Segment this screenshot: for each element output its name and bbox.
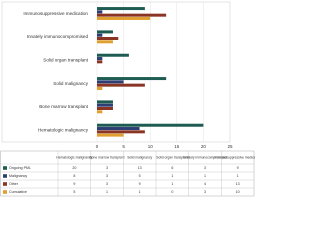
table-cell: 1 <box>237 174 239 178</box>
table-cell: 6 <box>171 166 173 170</box>
legend-swatch <box>3 182 7 186</box>
x-tick-label: 5 <box>122 144 125 149</box>
bar <box>97 133 124 137</box>
table-header: Innately immunocompromised <box>183 155 227 159</box>
category-label: Innately immunocompromised <box>27 34 89 39</box>
bar <box>97 130 145 134</box>
bar <box>97 16 151 20</box>
legend-label: Ongoing PML <box>9 166 31 170</box>
table-header: Immunosuppressive medication <box>214 155 255 159</box>
bar <box>97 107 113 110</box>
table-header: Bone marrow transplant <box>89 155 124 159</box>
category-label: Bone marrow transplant <box>39 104 88 109</box>
table-cell: 0 <box>171 190 173 194</box>
bar <box>97 57 103 61</box>
bar <box>97 127 140 131</box>
x-tick-label: 20 <box>201 144 207 149</box>
table-header: Solid malignancy <box>127 155 152 159</box>
bar <box>97 37 119 40</box>
bar <box>97 53 129 57</box>
legend-label: Other <box>9 182 19 186</box>
table-cell: 8 <box>73 174 75 178</box>
table-header: Hematologic malignancy <box>56 155 92 159</box>
x-tick-label: 10 <box>148 144 154 149</box>
table-cell: 1 <box>171 182 173 186</box>
table-cell: 9 <box>139 182 141 186</box>
table-cell: 3 <box>106 174 108 178</box>
table-cell: 4 <box>204 182 206 186</box>
table-cell: 1 <box>139 190 141 194</box>
bar <box>97 80 124 84</box>
category-label: Immunosuppressive medication <box>23 11 88 16</box>
bar <box>97 103 113 107</box>
table-cell: 10 <box>236 190 240 194</box>
table-cell: 3 <box>204 190 206 194</box>
legend-swatch <box>3 174 7 178</box>
bar <box>97 100 113 104</box>
table-cell: 3 <box>204 166 206 170</box>
table-header: Solid organ transplant <box>156 155 188 159</box>
bar <box>97 77 167 81</box>
table-cell: 13 <box>138 166 142 170</box>
table-cell: 13 <box>236 182 240 186</box>
table-cell: 3 <box>106 182 108 186</box>
x-tick-label: 0 <box>96 144 99 149</box>
category-label: Solid organ transplant <box>43 58 88 63</box>
table-cell: 1 <box>106 190 108 194</box>
table-cell: 1 <box>171 174 173 178</box>
category-label: Hematologic malignancy <box>38 128 89 133</box>
bar <box>97 10 103 14</box>
plot-area <box>1 1 231 143</box>
bar <box>97 83 145 87</box>
category-label: Solid malignancy <box>53 81 88 86</box>
table-frame <box>0 150 255 197</box>
bar <box>97 30 113 34</box>
bar <box>97 123 204 127</box>
bar <box>97 40 113 44</box>
table-cell: 5 <box>73 190 75 194</box>
bar <box>97 33 103 37</box>
bar <box>97 7 145 11</box>
legend-label: Cumulative <box>9 190 27 194</box>
legend-swatch <box>3 190 7 194</box>
table-cell: 1 <box>204 174 206 178</box>
legend-label: Malignancy <box>9 174 27 178</box>
table-cell: 9 <box>237 166 239 170</box>
bar <box>97 110 103 114</box>
x-tick-label: 15 <box>174 144 180 149</box>
table-cell: 20 <box>72 166 76 170</box>
table-cell: 3 <box>106 166 108 170</box>
x-tick-label: 25 <box>227 144 233 149</box>
bar <box>97 60 103 64</box>
bar <box>97 86 103 90</box>
table-cell: 9 <box>73 182 75 186</box>
table-cell: 5 <box>139 174 141 178</box>
legend-swatch <box>3 166 7 170</box>
bar <box>97 13 167 17</box>
